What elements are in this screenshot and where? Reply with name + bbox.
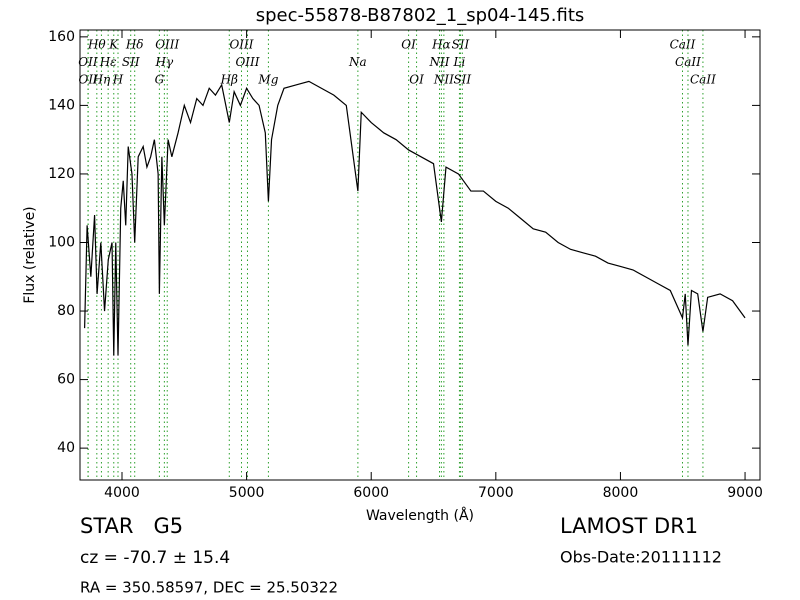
spectral-line-label: Hε bbox=[99, 55, 117, 69]
spectral-line-label: G bbox=[155, 73, 165, 87]
spectral-line-label: CaII bbox=[690, 73, 716, 87]
x-tick-label: 6000 bbox=[353, 485, 389, 501]
spectral-line-label: K bbox=[108, 38, 119, 52]
spectral-line-label: SII bbox=[122, 55, 140, 69]
y-tick-label: 80 bbox=[57, 303, 75, 319]
spectral-line-label: Hθ bbox=[87, 38, 106, 52]
x-tick-label: 7000 bbox=[478, 485, 514, 501]
spectral-line-label: CaII bbox=[675, 55, 701, 69]
spectral-line-label: Hα bbox=[431, 38, 451, 52]
x-tick-label: 8000 bbox=[603, 485, 639, 501]
spectral-line-label: H bbox=[112, 73, 124, 87]
y-tick-label: 140 bbox=[48, 97, 75, 113]
spectral-line-label: OII bbox=[79, 73, 99, 87]
y-tick-label: 100 bbox=[48, 234, 75, 250]
x-axis-label: Wavelength (Å) bbox=[366, 507, 474, 524]
y-tick-label: 160 bbox=[48, 29, 75, 45]
chart-title: spec-55878-B87802_1_sp04-145.fits bbox=[256, 5, 585, 26]
spectral-line-label: Hδ bbox=[125, 38, 144, 52]
x-tick-label: 5000 bbox=[229, 485, 265, 501]
spectral-line-label: Hβ bbox=[220, 73, 238, 87]
y-tick-label: 120 bbox=[48, 166, 75, 182]
redshift: cz = -70.7 ± 15.4 bbox=[80, 548, 230, 568]
spectral-line-label: Li bbox=[453, 55, 466, 69]
y-axis-label: Flux (relative) bbox=[22, 206, 38, 303]
spectral-line-label: NII bbox=[429, 55, 450, 69]
spectral-line-label: OI bbox=[409, 73, 424, 87]
y-tick-label: 60 bbox=[57, 372, 75, 388]
spectral-line-label: SII bbox=[452, 38, 470, 52]
spectral-line-label: SII bbox=[453, 73, 471, 87]
plot-frame bbox=[79, 29, 761, 481]
x-tick-label: 9000 bbox=[727, 485, 763, 501]
y-tick-label: 40 bbox=[57, 440, 75, 456]
spectral-line-label: NII bbox=[433, 73, 454, 87]
spectral-line-label: OI bbox=[401, 38, 416, 52]
coordinates: RA = 350.58597, DEC = 25.50322 bbox=[80, 579, 338, 597]
x-tick-label: 4000 bbox=[104, 485, 140, 501]
spectral-line-label: OIII bbox=[235, 55, 259, 69]
spectral-line-label: OIII bbox=[155, 38, 179, 52]
survey: LAMOST DR1 bbox=[560, 514, 698, 538]
spectrum-line bbox=[84, 80, 746, 356]
spectral-line-label: Hη bbox=[92, 73, 111, 87]
obs-date: Obs-Date:20111112 bbox=[560, 548, 722, 567]
spectral-line-label: OIII bbox=[229, 38, 253, 52]
spectral-line-label: Hγ bbox=[155, 55, 174, 69]
object-class: STAR G5 bbox=[80, 514, 183, 538]
spectral-line-label: Mg bbox=[257, 73, 278, 87]
spectral-line-label: CaII bbox=[670, 38, 696, 52]
spectral-line-label: Na bbox=[348, 55, 367, 69]
